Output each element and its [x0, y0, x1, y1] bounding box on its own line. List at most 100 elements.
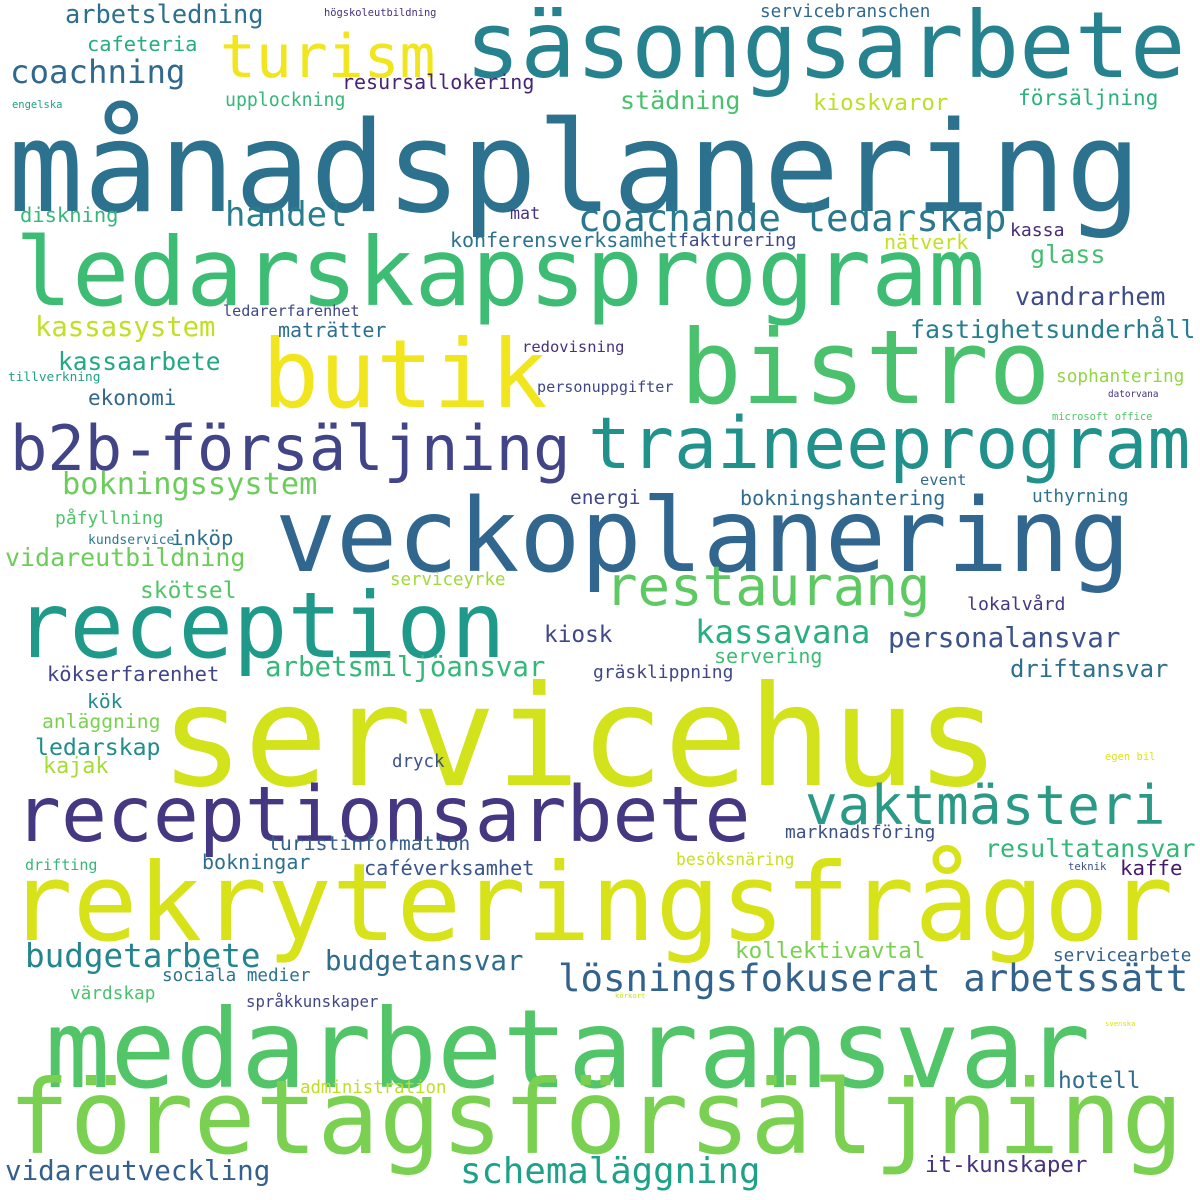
word-besoksnaring: besöksnäring	[676, 850, 795, 869]
word-kiosk: kiosk	[544, 622, 613, 648]
word-serviceyrke: serviceyrke	[390, 570, 506, 590]
word-matratter: maträtter	[278, 318, 387, 342]
word-lokalvard: lokalvård	[967, 594, 1066, 615]
word-kioskvaror: kioskvaror	[813, 90, 949, 116]
word-traineeprogram: traineeprogram	[588, 402, 1191, 485]
word-cafeteria: cafeteria	[87, 32, 198, 56]
word-uthyrning: uthyrning	[1032, 486, 1129, 507]
word-vandrarhem: vandrarhem	[1015, 282, 1166, 311]
word-receptionsarbete: receptionsarbete	[15, 771, 751, 860]
word-budgetansvar: budgetansvar	[325, 945, 524, 977]
word-medarbetaransvar: medarbetaransvar	[45, 986, 1091, 1113]
word-bokningssystem: bokningssystem	[62, 467, 318, 502]
word-losningsfokuserat-arbetssatt: lösningsfokuserat arbetssätt	[558, 956, 1189, 1000]
word-sprakkunskaper: språkkunskaper	[246, 992, 379, 1011]
word-kundservice: kundservice	[88, 533, 175, 548]
word-coachande-ledarskap: coachande ledarskap	[578, 196, 1007, 240]
word-personalansvar: personalansvar	[888, 621, 1121, 654]
word-natverk: nätverk	[884, 230, 969, 254]
word-restaurang: restaurang	[605, 555, 931, 618]
word-teknik: teknik	[1068, 860, 1107, 873]
word-resursallokering: resursallokering	[342, 70, 535, 94]
word-diskning: diskning	[20, 203, 119, 227]
word-tillverkning: tillverkning	[8, 370, 101, 385]
word-egen-bil: egen bil	[1105, 751, 1156, 763]
word-kollektivavtal: kollektivavtal	[735, 938, 926, 964]
word-kassasystem: kassasystem	[35, 312, 216, 343]
word-kok: kök	[87, 690, 123, 713]
word-drifting: drifting	[25, 856, 98, 874]
word-kajak: kajak	[43, 754, 109, 779]
word-sociala-medier: sociala medier	[162, 966, 311, 986]
word-marknadsforing: marknadsföring	[785, 822, 936, 843]
word-event: event	[920, 471, 967, 489]
word-ekonomi: ekonomi	[88, 386, 177, 410]
word-sophantering: sophantering	[1056, 366, 1185, 387]
word-ledarerfarenhet: ledarerfarenhet	[223, 302, 360, 320]
word-stadning: städning	[620, 86, 741, 115]
word-coachning: coachning	[10, 53, 186, 91]
word-kokserfarenhet: kökserfarenhet	[47, 662, 220, 686]
word-personuppgifter: personuppgifter	[537, 378, 674, 396]
word-kassavana: kassavana	[695, 613, 871, 651]
word-arbetsmiljoansvar: arbetsmiljöansvar	[265, 652, 546, 683]
word-bistro: bistro	[680, 309, 1051, 428]
word-forsaljning: försäljning	[1018, 86, 1159, 111]
word-butik: butik	[262, 320, 548, 430]
word-datorvana: datorvana	[1108, 389, 1159, 400]
word-servering: servering	[714, 644, 823, 668]
word-skotsel: skötsel	[140, 578, 237, 604]
word-turism: turism	[220, 23, 436, 92]
word-konferensverksamhet: konferensverksamhet	[450, 228, 679, 252]
word-ledarskap: ledarskap	[35, 734, 161, 761]
word-servicearbete: servicearbete	[1053, 946, 1192, 966]
word-korkort: körkort	[615, 991, 646, 1000]
word-resultatansvar: resultatansvar	[985, 834, 1196, 863]
word-sasongsarbete: säsongsarbete	[465, 0, 1186, 99]
word-bokningshantering: bokningshantering	[740, 486, 946, 510]
word-svenska: svenska	[1105, 1019, 1136, 1028]
word-fastighetsunderhall: fastighetsunderhåll	[910, 315, 1196, 344]
word-servicebranschen: servicebranschen	[760, 2, 931, 22]
word-hogskoleutbildning: högskoleutbildning	[324, 7, 437, 19]
word-mat: mat	[510, 204, 541, 223]
word-dryck: dryck	[392, 752, 445, 772]
word-redovisning: redovisning	[522, 338, 625, 356]
word-ledarskapsprogram: ledarskapsprogram	[15, 218, 986, 328]
word-driftansvar: driftansvar	[1010, 655, 1169, 683]
word-pafyllning: påfyllning	[55, 508, 164, 529]
word-glass: glass	[1030, 240, 1106, 269]
word-budgetarbete: budgetarbete	[25, 937, 261, 975]
word-kaffe: kaffe	[1120, 856, 1183, 880]
word-vidareutbildning: vidareutbildning	[5, 543, 246, 572]
word-b2b-forsaljning: b2b-försäljning	[10, 412, 571, 485]
word-kassaarbete: kassaarbete	[58, 347, 221, 376]
word-microsoft-office: microsoft office	[1052, 411, 1153, 423]
word-vaktmasteri: vaktmästeri	[805, 773, 1166, 837]
word-it-kunskaper: it-kunskaper	[925, 1152, 1088, 1178]
word-arbetsledning: arbetsledning	[65, 0, 264, 29]
word-rekryteringsfragor: rekryteringsfrågor	[8, 841, 1174, 966]
word-administration: administration	[300, 1078, 447, 1098]
word-engelska: engelska	[12, 99, 63, 111]
word-schemalaggning: schemaläggning	[460, 1151, 761, 1192]
word-energi: energi	[570, 486, 641, 509]
word-kassa: kassa	[1010, 220, 1065, 241]
word-upplockning: upplockning	[225, 90, 346, 111]
word-handel: handel	[225, 195, 348, 234]
word-foretagsforsaljning: företagsförsäljning	[8, 1059, 1184, 1178]
word-grasklippning: gräsklippning	[593, 662, 734, 683]
word-hotell: hotell	[1058, 1068, 1141, 1094]
word-bokningar: bokningar	[202, 850, 311, 874]
word-veckoplanering: veckoplanering	[275, 477, 1131, 595]
word-turistinformation: turistinformation	[268, 832, 471, 855]
word-inkop: inköp	[171, 526, 234, 550]
word-anlaggning: anläggning	[42, 710, 161, 733]
word-vardskap: värdskap	[70, 984, 156, 1004]
word-vidareutveckling: vidareutveckling	[5, 1155, 271, 1187]
word-servicehus: servicehus	[160, 656, 1000, 818]
word-cafeverksamhet: caféverksamhet	[364, 856, 535, 880]
word-reception: reception	[15, 574, 506, 679]
word-fakturering: fakturering	[678, 230, 797, 251]
